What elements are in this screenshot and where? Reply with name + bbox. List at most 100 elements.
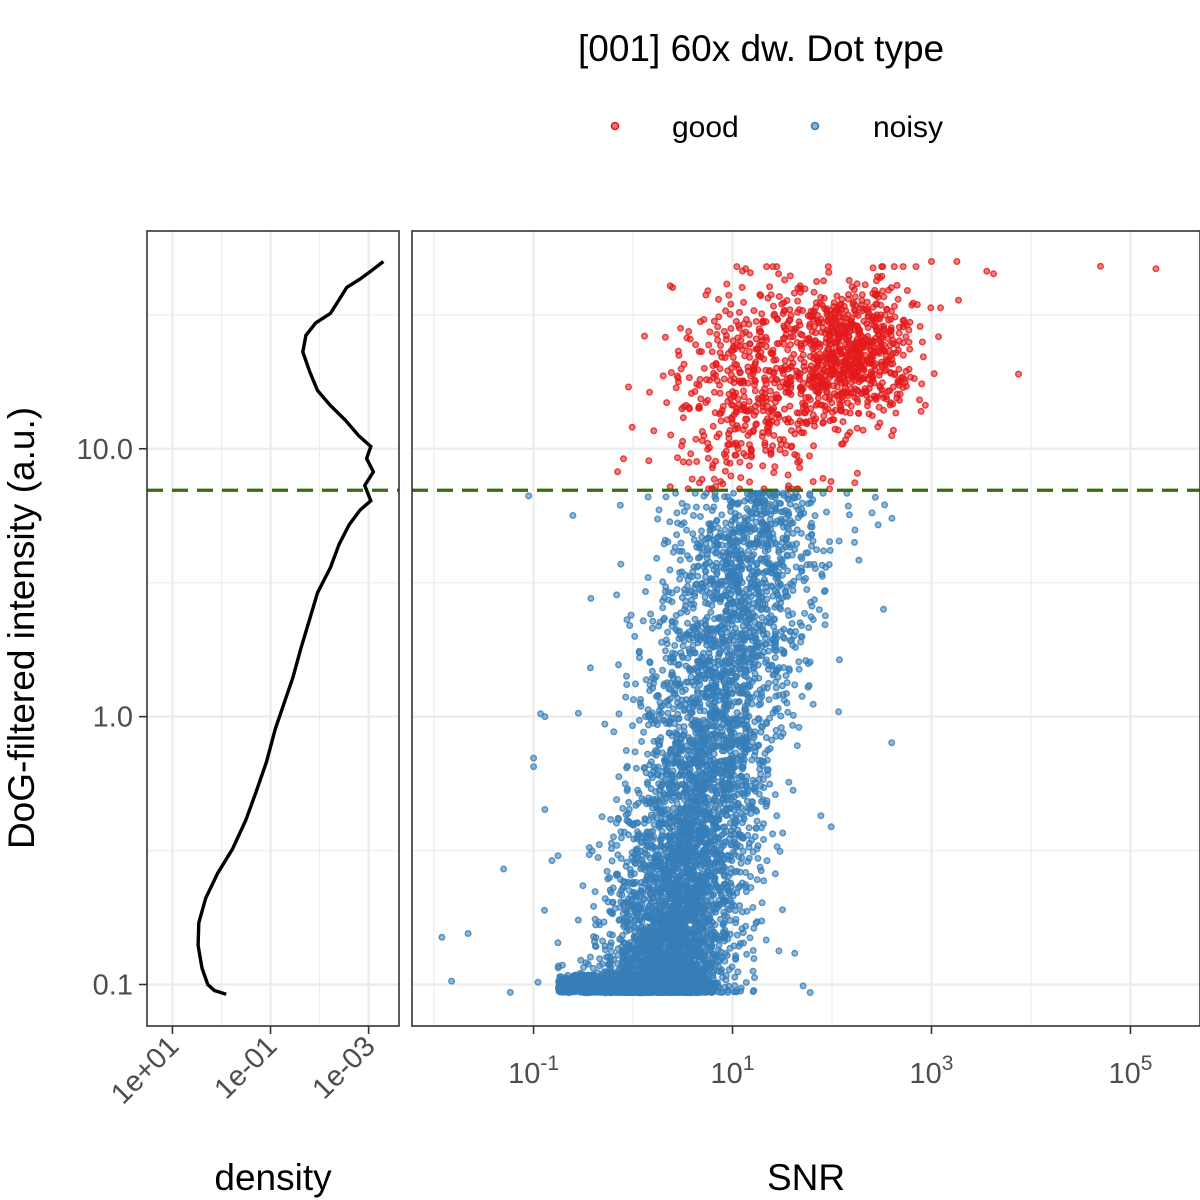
noisy-point bbox=[736, 902, 744, 910]
noisy-point bbox=[762, 640, 770, 648]
noisy-point bbox=[756, 621, 764, 629]
noisy-point bbox=[703, 547, 711, 555]
noisy-point bbox=[596, 955, 604, 963]
noisy-point bbox=[647, 610, 655, 618]
noisy-point bbox=[664, 628, 672, 636]
noisy-point bbox=[701, 815, 709, 823]
noisy-point bbox=[642, 769, 650, 777]
noisy-point bbox=[726, 804, 734, 812]
noisy-point bbox=[881, 501, 889, 509]
noisy-point bbox=[718, 659, 726, 667]
noisy-point bbox=[792, 563, 800, 571]
noisy-point bbox=[714, 524, 722, 532]
noisy-point bbox=[789, 610, 797, 618]
noisy-point bbox=[614, 951, 622, 959]
noisy-point bbox=[698, 533, 706, 541]
noisy-point bbox=[758, 917, 766, 925]
noisy-point bbox=[678, 652, 686, 660]
noisy-point bbox=[675, 660, 683, 668]
noisy-point bbox=[639, 617, 647, 625]
noisy-point bbox=[751, 974, 759, 982]
noisy-point bbox=[617, 855, 625, 863]
noisy-point bbox=[644, 873, 652, 881]
noisy-point bbox=[871, 493, 879, 501]
noisy-point bbox=[680, 507, 688, 515]
noisy-point bbox=[580, 963, 588, 971]
noisy-point bbox=[669, 789, 677, 797]
noisy-point bbox=[695, 717, 703, 725]
noisy-point bbox=[681, 796, 689, 804]
noisy-point bbox=[751, 833, 759, 841]
noisy-point bbox=[614, 870, 622, 878]
noisy-point bbox=[771, 539, 779, 547]
noisy-point bbox=[660, 680, 668, 688]
noisy-point bbox=[776, 580, 784, 588]
noisy-point bbox=[693, 724, 701, 732]
noisy-point bbox=[647, 785, 655, 793]
noisy-point bbox=[623, 672, 631, 680]
noisy-point bbox=[709, 974, 717, 982]
noisy-point bbox=[809, 700, 817, 708]
noisy-point bbox=[888, 739, 896, 747]
noisy-point bbox=[725, 600, 733, 608]
noisy-point bbox=[658, 638, 666, 646]
noisy-point bbox=[710, 536, 718, 544]
noisy-point bbox=[642, 588, 650, 596]
noisy-point bbox=[617, 834, 625, 842]
noisy-point bbox=[771, 791, 779, 799]
noisy-point bbox=[649, 719, 657, 727]
noisy-point bbox=[675, 723, 683, 731]
noisy-point bbox=[706, 661, 714, 669]
noisy-point bbox=[762, 734, 770, 742]
noisy-point bbox=[662, 493, 670, 501]
noisy-point bbox=[726, 578, 734, 586]
noisy-point bbox=[637, 702, 645, 710]
noisy-point bbox=[664, 538, 672, 546]
noisy-point bbox=[791, 949, 799, 957]
noisy-point bbox=[615, 773, 623, 781]
noisy-point bbox=[608, 948, 616, 956]
noisy-point bbox=[661, 868, 669, 876]
noisy-point bbox=[713, 517, 721, 525]
noisy-point bbox=[723, 784, 731, 792]
noisy-point bbox=[714, 782, 722, 790]
noisy-point bbox=[665, 888, 673, 896]
noisy-point bbox=[734, 968, 742, 976]
noisy-point bbox=[820, 547, 828, 555]
noisy-point bbox=[713, 759, 721, 767]
noisy-point bbox=[714, 866, 722, 874]
noisy-point bbox=[657, 773, 665, 781]
noisy-point bbox=[506, 988, 514, 996]
noisy-point bbox=[716, 640, 724, 648]
noisy-point bbox=[678, 568, 686, 576]
noisy-point bbox=[554, 964, 562, 972]
noisy-point bbox=[728, 631, 736, 639]
noisy-point bbox=[747, 510, 755, 518]
noisy-point bbox=[769, 830, 777, 838]
noisy-point bbox=[745, 547, 753, 555]
noisy-point bbox=[732, 952, 740, 960]
noisy-point bbox=[786, 637, 794, 645]
noisy-point bbox=[656, 820, 664, 828]
noisy-point bbox=[590, 933, 598, 941]
noisy-point bbox=[739, 834, 747, 842]
noisy-point bbox=[648, 667, 656, 675]
noisy-point bbox=[738, 925, 746, 933]
noisy-point bbox=[635, 916, 643, 924]
noisy-point bbox=[646, 890, 654, 898]
density-panel-border bbox=[146, 230, 400, 1027]
noisy-point bbox=[720, 794, 728, 802]
noisy-point bbox=[586, 664, 594, 672]
noisy-point bbox=[779, 633, 787, 641]
density-axis-title: density bbox=[214, 1157, 332, 1198]
noisy-point bbox=[765, 696, 773, 704]
density-panel: 1e+01 1e-01 1e-03 0.11.010.0 density DoG-f… bbox=[1, 230, 400, 1198]
noisy-point bbox=[605, 961, 613, 969]
noisy-point bbox=[690, 626, 698, 634]
noisy-point bbox=[706, 946, 714, 954]
noisy-point bbox=[772, 678, 780, 686]
noisy-point bbox=[687, 666, 695, 674]
noisy-point bbox=[669, 548, 677, 556]
noisy-point bbox=[785, 778, 793, 786]
